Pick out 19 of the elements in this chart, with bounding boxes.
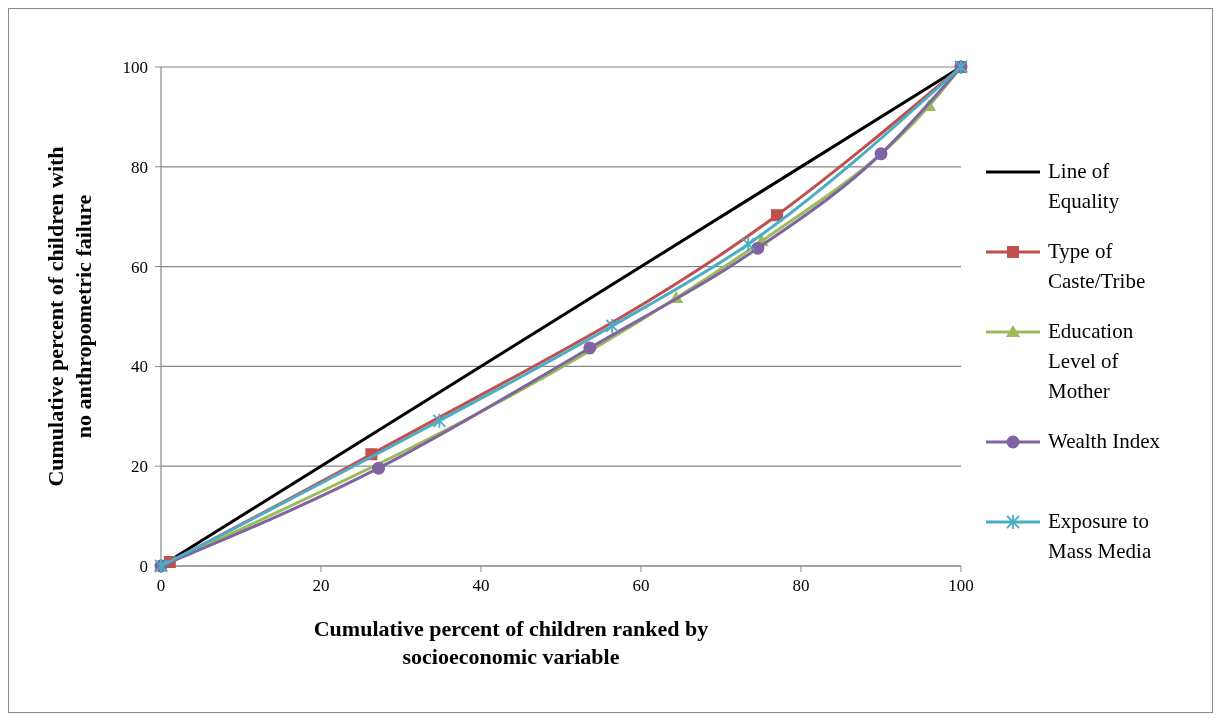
y-tick-label: 80: [131, 157, 148, 177]
y-tick-label: 0: [139, 557, 148, 576]
y-tick-label: 20: [131, 457, 148, 477]
legend-label: Exposure to Mass Media: [1048, 509, 1152, 563]
legend-label: Education Level of Mother: [1048, 319, 1134, 403]
y-axis-title: Cumulative percent of children with no anthropometric failure: [43, 146, 96, 487]
y-tick-label: 60: [131, 257, 148, 277]
x-axis-title: Cumulative percent of children ranked by socioeconomic variable: [313, 616, 709, 669]
x-tick-label: 40: [472, 576, 490, 595]
x-tick-label: 100: [948, 576, 974, 595]
y-tick-label: 100: [122, 58, 148, 77]
y-tick-label: 40: [131, 357, 148, 377]
legend-label: Wealth Index: [1048, 429, 1161, 453]
x-tick-label: 20: [312, 576, 330, 595]
x-tick-label: 80: [792, 576, 810, 595]
x-tick-label: 0: [156, 576, 166, 595]
legend-label: Type of Caste/Tribe: [1048, 239, 1146, 293]
legend-label: Line of Equality: [1048, 159, 1120, 213]
x-tick-label: 60: [632, 576, 650, 595]
